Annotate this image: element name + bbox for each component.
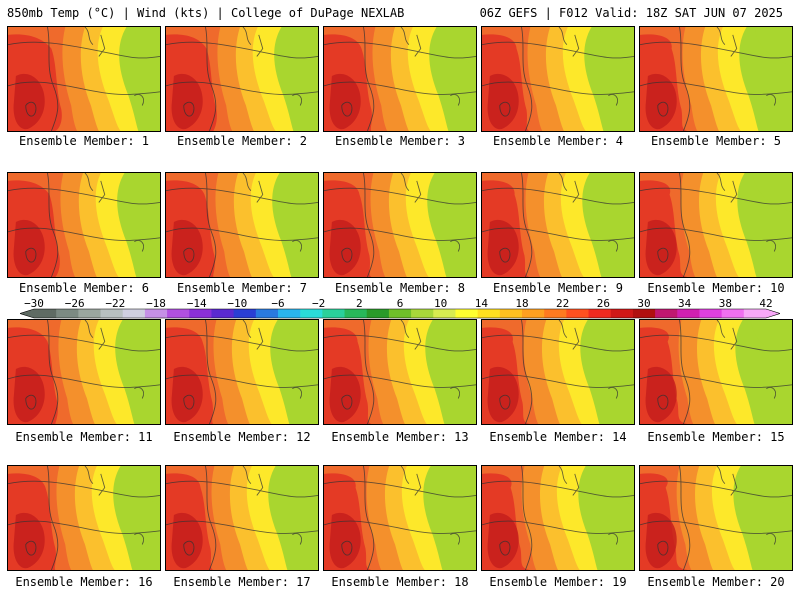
colorbar-tick-label: 2 [356,297,363,310]
colorbar-tick-label: −26 [64,297,85,310]
ensemble-member-caption: Ensemble Member: 13 [331,430,469,444]
colorbar-tick-label: 26 [596,297,610,310]
ensemble-member-caption: Ensemble Member: 16 [15,575,153,589]
ensemble-member-caption: Ensemble Member: 3 [334,134,466,148]
ensemble-member-caption: Ensemble Member: 14 [489,430,627,444]
ensemble-member-map [639,319,793,425]
ensemble-member-map [639,172,793,278]
colorbar-tick-label: 22 [556,297,570,310]
colorbar-swatch [411,309,434,318]
colorbar-swatch [122,309,146,318]
colorbar-swatch [78,309,102,318]
colorbar-swatch [477,309,501,318]
colorbar-swatch [544,309,567,318]
ensemble-member-map [165,465,319,571]
colorbar-tick-label: 6 [396,297,404,310]
ensemble-member-caption: Ensemble Member: 10 [647,281,785,295]
ensemble-member-caption: Ensemble Member: 17 [173,575,311,589]
colorbar-tick-label: 14 [474,297,488,310]
ensemble-member-map [481,319,635,425]
colorbar-swatch [655,309,678,318]
ensemble-member-caption: Ensemble Member: 1 [18,134,150,148]
ensemble-member-map [323,172,477,278]
ensemble-member-caption: Ensemble Member: 9 [492,281,624,295]
colorbar-swatch [344,309,368,318]
colorbar-tick-label: 42 [759,297,773,310]
colorbar-swatch [167,309,190,318]
colorbar-swatch [677,309,700,318]
ensemble-member-map [639,465,793,571]
colorbar-swatch [233,309,257,318]
colorbar-swatch [499,309,523,318]
model-run-info: 06Z GEFS | F012 Valid: 18Z SAT JUN 07 20… [479,6,783,20]
colorbar-swatch [300,309,323,318]
colorbar-max-arrow [766,309,780,318]
colorbar-swatch [610,309,634,318]
colorbar-swatch [743,309,767,318]
colorbar-tick-label: −14 [186,297,207,310]
ensemble-member-map [639,26,793,132]
colorbar-swatch [56,309,79,318]
ensemble-member-map [165,319,319,425]
colorbar-swatch [388,309,412,318]
colorbar-swatch [144,309,168,318]
colorbar-swatch [699,309,723,318]
colorbar-swatch [721,309,745,318]
colorbar-tick-label: −2 [312,297,326,310]
ensemble-member-caption: Ensemble Member: 6 [18,281,150,295]
ensemble-member-map [165,172,319,278]
colorbar-swatch [34,309,57,318]
colorbar-tick-label: −22 [105,297,126,310]
colorbar-tick-label: 10 [434,297,448,310]
ensemble-member-map [165,26,319,132]
ensemble-member-map [7,465,161,571]
ensemble-member-map [323,26,477,132]
colorbar-swatch [566,309,590,318]
colorbar-swatch [189,309,212,318]
ensemble-member-caption: Ensemble Member: 2 [176,134,308,148]
ensemble-member-caption: Ensemble Member: 4 [492,134,624,148]
ensemble-member-map [481,172,635,278]
colorbar-swatch [100,309,124,318]
ensemble-member-map [7,26,161,132]
ensemble-member-caption: Ensemble Member: 19 [489,575,627,589]
colorbar-min-arrow [20,309,34,318]
ensemble-member-map [481,26,635,132]
colorbar-swatch [255,309,279,318]
ensemble-member-map [323,465,477,571]
colorbar-swatch [278,309,301,318]
ensemble-member-caption: Ensemble Member: 7 [176,281,308,295]
colorbar-tick-label: −10 [227,297,248,310]
colorbar-swatch [588,309,612,318]
colorbar-swatch [433,309,456,318]
ensemble-member-caption: Ensemble Member: 18 [331,575,469,589]
colorbar-swatch [211,309,235,318]
colorbar-tick-label: 30 [637,297,651,310]
colorbar-tick-label: 18 [515,297,529,310]
ensemble-member-map [481,465,635,571]
temperature-colorbar [20,308,780,319]
colorbar-tick-label: −30 [24,297,44,310]
ensemble-member-caption: Ensemble Member: 8 [334,281,466,295]
colorbar-swatch [322,309,346,318]
colorbar-tick-label: −18 [146,297,166,310]
ensemble-member-caption: Ensemble Member: 20 [647,575,785,589]
colorbar-swatch [366,309,390,318]
chart-title: 850mb Temp (°C) | Wind (kts) | College o… [7,6,405,20]
colorbar-tick-label: 38 [718,297,732,310]
ensemble-member-map [7,172,161,278]
ensemble-member-map [7,319,161,425]
colorbar-swatch [522,309,545,318]
colorbar-swatch [455,309,479,318]
colorbar-tick-label: 34 [678,297,692,310]
ensemble-member-caption: Ensemble Member: 12 [173,430,311,444]
ensemble-member-caption: Ensemble Member: 5 [650,134,782,148]
ensemble-member-caption: Ensemble Member: 15 [647,430,785,444]
colorbar-swatch [632,309,656,318]
colorbar-tick-label: −6 [271,297,285,310]
ensemble-member-caption: Ensemble Member: 11 [15,430,153,444]
ensemble-member-map [323,319,477,425]
